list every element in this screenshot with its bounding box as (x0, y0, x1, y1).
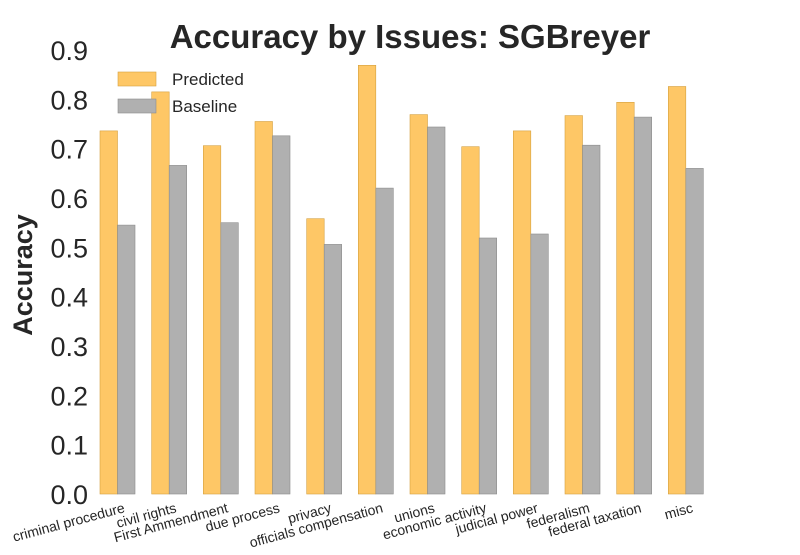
legend-swatch-predicted (117, 71, 157, 87)
bar-predicted-1 (151, 91, 170, 495)
bar-predicted-6 (409, 114, 428, 495)
bar-baseline-0 (117, 224, 136, 495)
bar-baseline-9 (582, 144, 601, 495)
bar-baseline-3 (272, 135, 291, 495)
y-tick-label: 0.9 (50, 36, 88, 66)
bar-baseline-2 (220, 222, 239, 495)
y-tick-label: 0.6 (50, 184, 88, 214)
bar-baseline-5 (375, 187, 394, 495)
y-tick-label: 0.5 (50, 233, 88, 263)
y-axis-ticks: 0.0 0.1 0.2 0.3 0.4 0.5 0.6 0.7 0.8 0.9 (50, 36, 88, 510)
bar-predicted-2 (203, 145, 222, 495)
bar-predicted-11 (667, 86, 687, 495)
y-axis-label: Accuracy (8, 214, 38, 336)
y-tick-label: 0.2 (50, 381, 88, 411)
y-tick-label: 0.8 (50, 85, 88, 115)
bar-baseline-7 (478, 237, 498, 495)
legend-swatch-baseline (117, 98, 157, 114)
bar-baseline-4 (323, 244, 343, 495)
bar-predicted-8 (512, 130, 532, 495)
y-tick-label: 0.1 (50, 431, 88, 461)
y-tick-label: 0.0 (50, 480, 88, 510)
legend-label-baseline: Baseline (172, 97, 237, 116)
bar-baseline-1 (168, 165, 187, 495)
legend: Predicted Baseline (117, 70, 244, 116)
bar-baseline-6 (427, 126, 446, 495)
bar-predicted-0 (99, 130, 118, 495)
bar-predicted-3 (254, 121, 273, 495)
y-tick-label: 0.4 (50, 283, 88, 313)
y-tick-label: 0.7 (50, 135, 88, 165)
bar-predicted-9 (564, 115, 583, 495)
y-tick-label: 0.3 (50, 332, 88, 362)
bar-baseline-10 (633, 116, 653, 495)
chart-title: Accuracy by Issues: SGBreyer (170, 18, 651, 55)
bar-predicted-7 (461, 146, 480, 495)
bar-baseline-11 (685, 168, 704, 495)
x-tick-label: misc (663, 499, 695, 522)
bar-predicted-10 (616, 102, 635, 495)
bars-layer (99, 65, 704, 495)
bar-baseline-8 (530, 233, 549, 495)
bar-predicted-4 (306, 218, 325, 495)
legend-label-predicted: Predicted (172, 70, 244, 89)
bar-predicted-5 (357, 65, 377, 495)
